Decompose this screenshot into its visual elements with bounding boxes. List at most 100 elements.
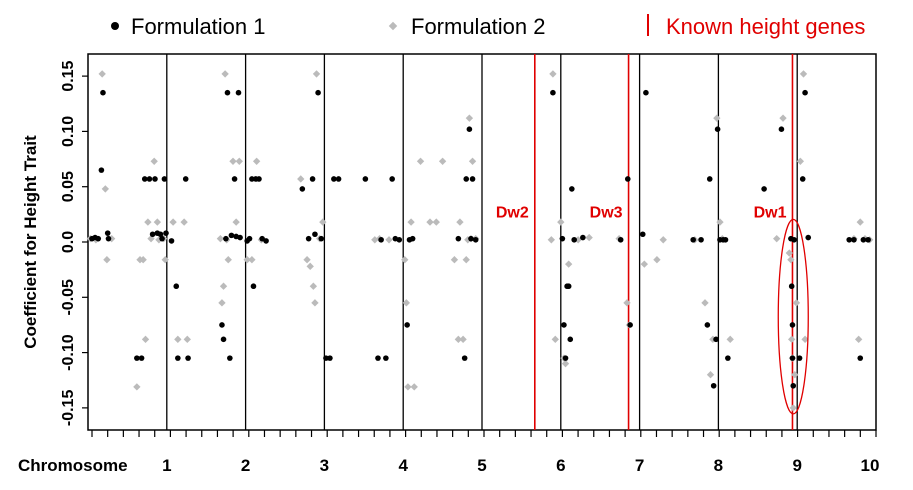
point-formulation-1 bbox=[224, 89, 231, 96]
point-formulation-1 bbox=[157, 231, 164, 238]
point-formulation-2 bbox=[653, 256, 661, 264]
point-formulation-1 bbox=[857, 355, 864, 361]
point-formulation-2 bbox=[426, 218, 434, 226]
point-formulation-1 bbox=[698, 236, 704, 243]
point-formulation-2 bbox=[216, 235, 225, 243]
gene-label-dw1: Dw1 bbox=[754, 205, 787, 222]
point-formulation-2 bbox=[98, 70, 106, 78]
point-formulation-2 bbox=[309, 282, 318, 290]
point-formulation-2 bbox=[773, 235, 781, 243]
gene-label-dw3: Dw3 bbox=[590, 205, 623, 222]
point-formulation-1 bbox=[796, 355, 803, 361]
series-formulation-2 bbox=[86, 70, 874, 412]
point-formulation-2 bbox=[306, 262, 314, 271]
point-formulation-1 bbox=[778, 126, 785, 132]
chromosome-label: 3 bbox=[320, 456, 329, 475]
point-formulation-1 bbox=[318, 235, 325, 242]
point-formulation-2 bbox=[557, 218, 565, 226]
point-formulation-1 bbox=[627, 322, 633, 328]
point-formulation-1 bbox=[761, 186, 767, 192]
legend-item-formulation-2: Formulation 2 bbox=[388, 14, 546, 39]
point-formulation-1 bbox=[138, 355, 145, 361]
point-formulation-1 bbox=[788, 283, 795, 290]
point-formulation-2 bbox=[221, 70, 229, 78]
point-formulation-1 bbox=[335, 176, 342, 182]
point-formulation-2 bbox=[716, 218, 724, 226]
point-formulation-2 bbox=[450, 256, 459, 264]
point-formulation-1 bbox=[185, 355, 191, 361]
point-formulation-1 bbox=[231, 176, 238, 182]
point-formulation-1 bbox=[249, 176, 255, 182]
point-formulation-2 bbox=[856, 218, 864, 226]
point-formulation-1 bbox=[846, 236, 853, 243]
point-formulation-1 bbox=[559, 235, 566, 242]
point-formulation-1 bbox=[168, 238, 175, 244]
point-formulation-1 bbox=[468, 235, 474, 242]
legend-label-formulation-2: Formulation 2 bbox=[411, 14, 546, 39]
y-tick-label: -0.05 bbox=[60, 279, 77, 316]
legend-marker-formulation-2 bbox=[388, 21, 398, 31]
point-formulation-1 bbox=[461, 355, 468, 361]
legend-marker-formulation-1 bbox=[111, 22, 119, 30]
y-tick-label: -0.10 bbox=[60, 334, 77, 371]
point-formulation-1 bbox=[389, 176, 395, 182]
point-formulation-1 bbox=[567, 336, 574, 343]
point-formulation-2 bbox=[248, 256, 256, 264]
point-formulation-2 bbox=[311, 299, 319, 307]
point-formulation-2 bbox=[799, 70, 808, 78]
point-formulation-1 bbox=[134, 355, 140, 361]
point-formulation-2 bbox=[779, 114, 787, 122]
point-formulation-1 bbox=[710, 382, 717, 389]
point-formulation-1 bbox=[305, 235, 312, 242]
point-formulation-1 bbox=[789, 355, 796, 361]
point-formulation-1 bbox=[146, 176, 153, 182]
y-tick-label: 0.15 bbox=[60, 60, 77, 91]
point-formulation-2 bbox=[401, 256, 409, 264]
point-formulation-2 bbox=[789, 404, 797, 412]
point-formulation-2 bbox=[402, 299, 411, 307]
point-formulation-2 bbox=[183, 335, 191, 343]
legend-label-formulation-1: Formulation 1 bbox=[131, 14, 266, 39]
point-formulation-1 bbox=[617, 236, 624, 243]
point-formulation-1 bbox=[227, 355, 233, 361]
point-formulation-1 bbox=[152, 176, 158, 182]
point-formulation-1 bbox=[722, 236, 729, 243]
point-formulation-1 bbox=[362, 176, 369, 182]
point-formulation-2 bbox=[232, 218, 240, 226]
point-formulation-2 bbox=[303, 256, 311, 264]
point-formulation-2 bbox=[169, 218, 177, 226]
point-formulation-1 bbox=[141, 176, 148, 182]
point-formulation-1 bbox=[383, 355, 389, 361]
point-formulation-2 bbox=[785, 249, 793, 257]
point-formulation-1 bbox=[235, 89, 242, 96]
point-formulation-2 bbox=[407, 218, 415, 226]
point-formulation-2 bbox=[791, 371, 799, 379]
point-formulation-2 bbox=[133, 383, 141, 391]
chromosome-label: 4 bbox=[398, 456, 408, 475]
point-formulation-1 bbox=[100, 89, 106, 96]
legend-label-known-genes: Known height genes bbox=[666, 14, 865, 39]
point-formulation-1 bbox=[228, 232, 235, 239]
point-formulation-1 bbox=[466, 126, 473, 132]
point-formulation-1 bbox=[98, 167, 105, 173]
point-formulation-1 bbox=[569, 186, 575, 192]
point-formulation-1 bbox=[714, 126, 721, 132]
chromosome-label: 9 bbox=[792, 456, 801, 475]
y-tick-label: 0.05 bbox=[60, 171, 77, 202]
point-formulation-1 bbox=[315, 89, 321, 96]
point-formulation-2 bbox=[141, 335, 150, 343]
point-formulation-2 bbox=[801, 335, 809, 343]
point-formulation-1 bbox=[790, 382, 797, 389]
point-formulation-2 bbox=[585, 233, 593, 242]
point-formulation-2 bbox=[438, 157, 447, 165]
point-formulation-1 bbox=[799, 176, 806, 182]
point-formulation-2 bbox=[229, 157, 237, 165]
y-axis-label: Coefficient for Height Trait bbox=[21, 135, 40, 349]
legend: Formulation 1 Formulation 2 Known height… bbox=[111, 14, 865, 39]
point-formulation-1 bbox=[472, 236, 479, 243]
point-formulation-2 bbox=[623, 299, 631, 307]
point-formulation-1 bbox=[713, 336, 719, 343]
point-formulation-2 bbox=[404, 383, 412, 391]
y-axis: -0.15 -0.10 -0.05 0.0 0.05 0.10 0.15 bbox=[60, 60, 88, 426]
